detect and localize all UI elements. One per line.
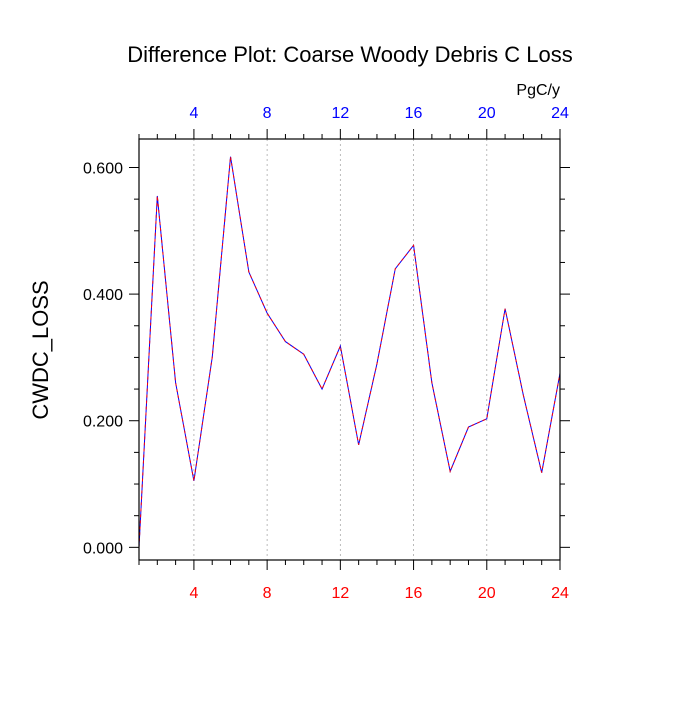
x-tick-label-bottom: 20 <box>478 585 496 602</box>
y-tick-label: 0.600 <box>83 160 123 177</box>
units-label: PgC/y <box>516 82 560 99</box>
plot-frame <box>138 138 561 561</box>
y-tick-label: 0.000 <box>83 540 123 557</box>
x-tick-label-bottom: 8 <box>263 585 272 602</box>
x-tick-label-top: 16 <box>405 105 423 122</box>
y-tick-label: 0.200 <box>83 414 123 431</box>
x-tick-label-top: 4 <box>189 105 198 122</box>
tick-labels: 0.000 0.200 0.400 0.600 4 8 12 16 20 24 4 8 12 16 20 24 <box>83 105 569 602</box>
x-tick-label-bottom: 4 <box>189 585 198 602</box>
axis-ticks <box>129 129 570 570</box>
x-tick-label-top: 8 <box>263 105 272 122</box>
x-tick-label-bottom: 16 <box>405 585 423 602</box>
data-series <box>138 156 561 548</box>
grid-lines <box>193 139 488 560</box>
x-tick-label-top: 12 <box>331 105 349 122</box>
y-axis-label: CWDC_LOSS <box>28 280 53 419</box>
x-tick-label-top: 20 <box>478 105 496 122</box>
y-tick-label: 0.400 <box>83 287 123 304</box>
chart-title: Difference Plot: Coarse Woody Debris C L… <box>127 42 573 67</box>
data-line-blue <box>138 156 561 548</box>
x-tick-label-bottom: 24 <box>551 585 569 602</box>
data-line-red-dashed <box>138 156 561 548</box>
x-tick-label-top: 24 <box>551 105 569 122</box>
x-tick-label-bottom: 12 <box>331 585 349 602</box>
